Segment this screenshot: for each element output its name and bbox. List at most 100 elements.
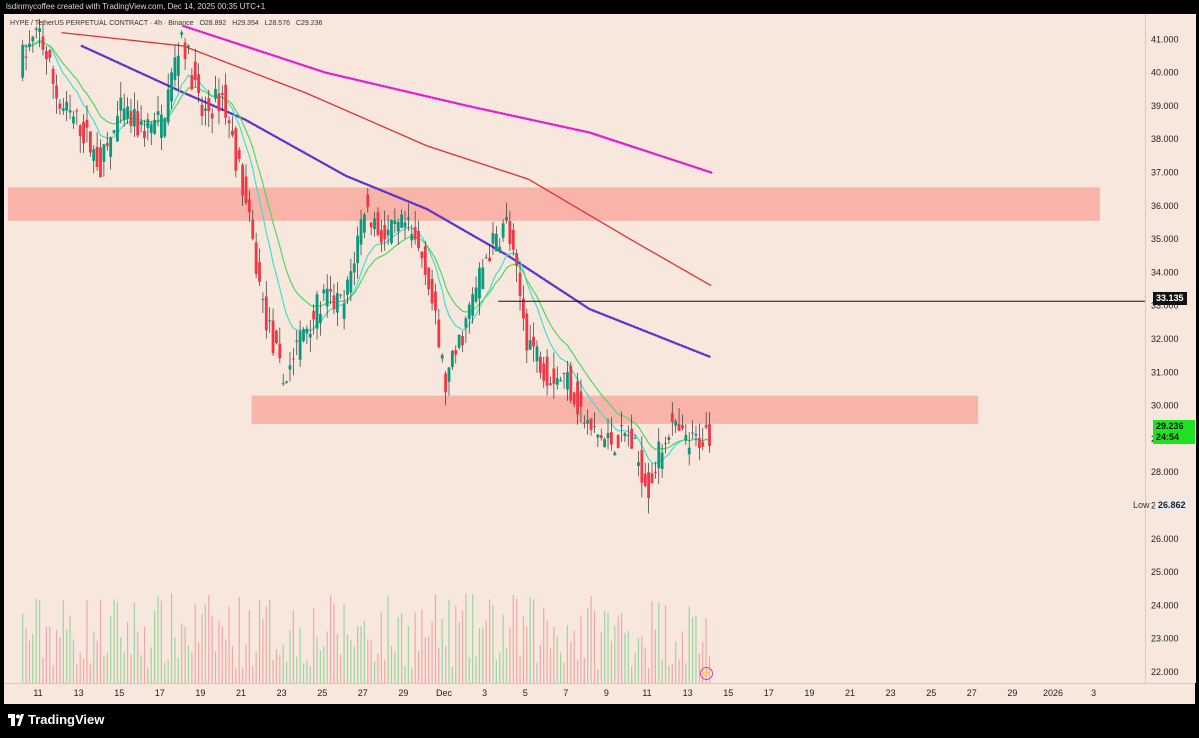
candle-body: [217, 93, 221, 112]
candle-body: [410, 234, 414, 241]
candle-body: [677, 424, 681, 431]
volume-bar: [648, 667, 650, 683]
candle-body: [335, 293, 339, 313]
y-tick-label: 36.000: [1151, 201, 1179, 211]
volume-bar: [329, 595, 332, 683]
candle-body: [613, 452, 617, 456]
volume-bar: [143, 626, 146, 683]
volume-bar: [390, 645, 393, 683]
candle-body: [535, 346, 539, 362]
x-tick-label: 2026: [1043, 688, 1063, 698]
volume-bar: [333, 603, 335, 683]
candle-body: [488, 257, 491, 262]
candle-body: [285, 381, 288, 383]
volume-bar: [137, 631, 139, 683]
candle-body: [55, 85, 58, 99]
candle-body: [471, 294, 475, 316]
candle-body: [291, 358, 295, 360]
candle-body: [572, 392, 576, 405]
volume-bar: [22, 613, 24, 683]
volume-bar: [495, 660, 497, 683]
candle-body: [532, 336, 535, 347]
volume-bar: [370, 640, 372, 683]
candle-body: [224, 84, 228, 118]
volume-bar: [560, 652, 562, 683]
candle-body: [207, 97, 211, 112]
volume-bar: [451, 666, 453, 683]
candle-body: [146, 119, 150, 128]
volume-bar: [448, 599, 450, 683]
volume-bar: [231, 645, 234, 683]
volume-bar: [242, 668, 244, 683]
candle-body: [193, 61, 197, 80]
volume-bar: [302, 663, 305, 683]
candle-body: [44, 50, 48, 60]
volume-bar: [360, 625, 362, 683]
volume-bar: [681, 631, 684, 683]
volume-bar: [526, 626, 528, 683]
volume-bar: [563, 662, 565, 683]
volume-bar: [411, 667, 413, 683]
candle-body: [457, 334, 461, 348]
candle-body: [383, 225, 387, 240]
volume-bar: [654, 629, 656, 683]
candle-body: [508, 221, 512, 245]
volume-bar: [607, 612, 609, 683]
price-scale[interactable]: 41.000 40.000 39.000 38.000 37.000 36.000 35.0…: [1145, 14, 1196, 683]
candle-body: [210, 113, 214, 119]
candle-body: [582, 422, 586, 425]
x-tick-label: 27: [967, 688, 977, 698]
candle-body: [430, 278, 434, 304]
candle-body: [515, 253, 519, 266]
candle-body: [237, 150, 241, 159]
candle-body: [315, 294, 319, 329]
candle-body: [525, 313, 529, 351]
volume-bar: [160, 600, 163, 683]
candle-body: [28, 43, 31, 48]
candle-body: [650, 473, 654, 484]
volume-bar: [279, 654, 281, 683]
candle-body: [481, 267, 485, 290]
volume-bar: [211, 615, 213, 683]
candle-body: [116, 115, 119, 142]
candle-body: [339, 294, 343, 296]
candle-body: [244, 176, 248, 204]
volume-bar: [458, 622, 460, 683]
legend-open: O28.892: [199, 20, 227, 27]
bar-countdown: 24:54: [1156, 432, 1180, 442]
lightning-icon[interactable]: ⚡: [700, 667, 713, 680]
volume-bar: [384, 660, 386, 683]
volume-bar: [130, 654, 132, 683]
plot-area[interactable]: [4, 14, 1145, 683]
volume-bar: [258, 600, 261, 683]
candle-body: [271, 320, 275, 354]
candle-body: [325, 288, 329, 307]
volume-bar: [221, 626, 223, 683]
candle-body: [400, 214, 404, 228]
candle-body: [278, 343, 282, 359]
candle-body: [396, 221, 400, 232]
candle-body: [61, 108, 65, 111]
volume-bar: [424, 637, 426, 683]
candle-body: [643, 473, 647, 486]
candle-body: [363, 214, 366, 233]
candle-body: [586, 420, 590, 424]
y-tick-label: 40.000: [1151, 68, 1179, 78]
volume-bar: [421, 609, 423, 683]
x-tick-label: 23: [886, 688, 896, 698]
price-chart[interactable]: [4, 14, 1145, 683]
moving-average-line: [80, 44, 713, 359]
candle-body: [112, 130, 116, 133]
y-tick-label: 33.000: [1151, 301, 1179, 311]
candle-body: [664, 443, 667, 445]
volume-bar: [373, 661, 376, 683]
volume-bar: [631, 666, 633, 683]
volume-bar: [174, 637, 176, 683]
time-scale[interactable]: 11 13 15 17 19 21 23 25 27 29 Dec 3 5 7 9 11 13 15 17 19 21 2…: [4, 683, 1195, 704]
candle-body: [65, 101, 69, 111]
x-tick-label: 15: [114, 688, 124, 698]
volume-bar: [296, 656, 298, 683]
candle-body: [99, 147, 102, 178]
candle-body: [640, 450, 644, 483]
volume-bar: [597, 669, 599, 683]
